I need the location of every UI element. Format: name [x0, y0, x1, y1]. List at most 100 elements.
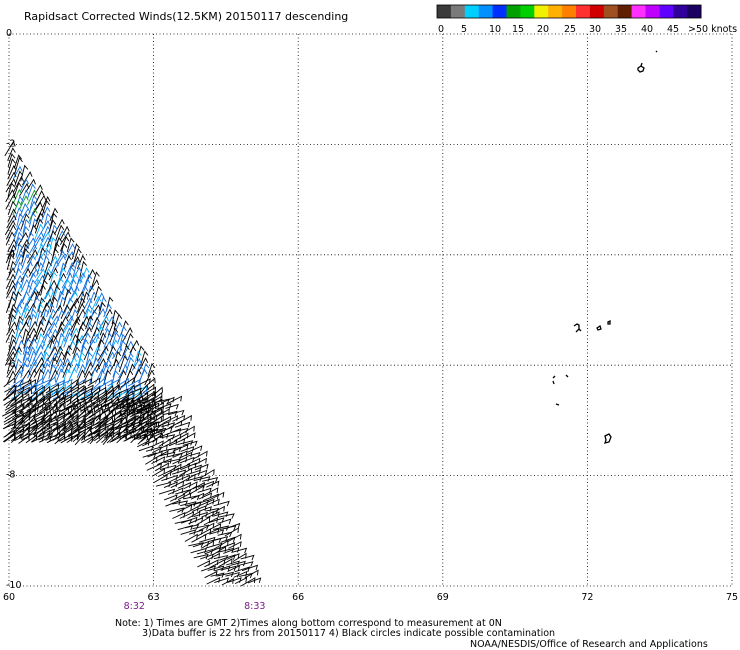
wind-barb — [212, 505, 225, 514]
wind-barb — [185, 501, 202, 507]
wind-barb — [39, 401, 52, 412]
wind-barb — [181, 432, 196, 441]
wind-barb — [55, 277, 64, 295]
wind-barb — [109, 397, 120, 409]
wind-barb — [197, 480, 215, 488]
wind-barb — [200, 468, 215, 479]
wind-barb — [213, 539, 229, 550]
wind-barb — [76, 254, 86, 270]
wind-barb — [177, 504, 193, 513]
wind-barb — [54, 236, 63, 251]
wind-barb — [137, 434, 149, 445]
wind-barb — [173, 463, 191, 472]
wind-barb — [86, 268, 96, 283]
wind-barb — [214, 565, 231, 572]
wind-barb — [144, 402, 160, 411]
wind-barb — [10, 398, 23, 408]
wind-barb — [94, 368, 105, 384]
wind-barb — [87, 377, 101, 387]
wind-barb — [192, 499, 210, 506]
lon-tick-label: 69 — [437, 592, 449, 603]
wind-barb — [25, 384, 37, 396]
wind-barb — [4, 219, 16, 236]
wind-barb — [35, 284, 46, 300]
wind-barb — [91, 345, 101, 360]
wind-barb — [59, 424, 74, 436]
wind-barb — [28, 224, 37, 239]
wind-barb — [197, 487, 212, 494]
wind-barb — [12, 404, 24, 414]
wind-barb — [103, 404, 115, 413]
wind-barb — [48, 255, 59, 269]
wind-barb — [172, 414, 186, 422]
wind-barb — [53, 425, 67, 438]
wind-barb — [89, 409, 101, 419]
wind-barb — [196, 548, 214, 555]
wind-barb — [75, 334, 85, 348]
wind-barb — [152, 432, 164, 443]
wind-barb — [150, 428, 163, 437]
wind-barb — [227, 533, 242, 543]
wind-barb — [31, 417, 45, 425]
wind-barb — [129, 410, 143, 418]
wind-barb — [112, 345, 123, 360]
wind-barb — [59, 242, 68, 257]
wind-barb — [103, 332, 113, 348]
wind-barb — [12, 421, 24, 433]
wind-barb — [182, 440, 198, 447]
colorbar-label: 35 — [615, 24, 627, 35]
wind-barb — [88, 279, 100, 294]
wind-barb — [39, 404, 51, 415]
wind-barb — [213, 525, 230, 531]
wind-barb — [103, 369, 112, 385]
wind-barb — [167, 446, 182, 452]
wind-barb — [34, 212, 44, 228]
wind-barb — [184, 533, 198, 542]
wind-barb — [7, 147, 16, 161]
wind-barb — [22, 218, 30, 234]
wind-barb — [138, 414, 149, 426]
wind-barb — [187, 445, 203, 453]
wind-barb — [95, 392, 108, 401]
wind-barb — [7, 244, 17, 259]
wind-barb — [45, 387, 58, 396]
wind-barb — [241, 564, 259, 572]
wind-barb — [21, 350, 31, 367]
wind-barb — [21, 225, 30, 240]
wind-barb — [35, 309, 44, 325]
wind-barb — [40, 302, 50, 318]
wind-barb — [55, 351, 65, 365]
wind-barb — [6, 321, 17, 336]
wind-barb — [82, 410, 94, 420]
wind-barbs — [2, 140, 262, 587]
colorbar-swatch — [464, 5, 480, 18]
wind-barb — [46, 409, 58, 421]
wind-barb — [48, 369, 59, 383]
wind-barb — [111, 369, 120, 385]
wind-barb — [130, 432, 142, 444]
wind-barb — [6, 370, 16, 385]
wind-barb — [77, 297, 86, 313]
wind-barb — [247, 577, 262, 584]
lon-tick-label: 75 — [726, 592, 738, 603]
colorbar-label: 15 — [512, 24, 524, 35]
axis-tick-labels: 60 63 66 69 72 75 0 -2 -4 -6 -8 -10 — [3, 28, 738, 603]
wind-barb — [5, 178, 17, 193]
wind-barb — [65, 243, 76, 259]
wind-barb — [228, 541, 242, 549]
wind-barb — [122, 391, 135, 400]
wind-barb — [61, 272, 73, 289]
wind-barb — [151, 456, 166, 465]
wind-barb — [27, 320, 38, 335]
colorbar-swatch — [520, 5, 535, 18]
wind-barb — [189, 485, 204, 495]
wind-barb — [31, 296, 40, 313]
wind-barb — [111, 309, 119, 325]
wind-barb — [5, 284, 17, 299]
wind-barb — [136, 439, 150, 448]
wind-barb — [232, 552, 247, 562]
wind-barb — [180, 462, 197, 471]
wind-barb — [188, 464, 203, 471]
wind-barb — [151, 406, 165, 414]
wind-barb — [127, 378, 141, 387]
